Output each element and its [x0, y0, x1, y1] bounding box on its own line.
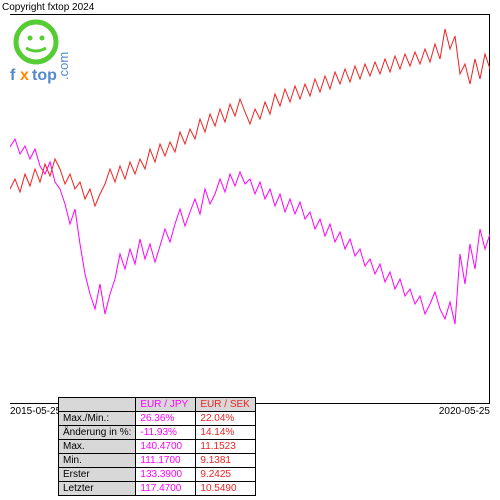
cell-series-1: EUR / JPY [136, 398, 196, 412]
cell-series-1: 117.4700 [136, 482, 196, 496]
row-label: Letzter [59, 482, 136, 496]
row-label: Max./Min.: [59, 412, 136, 426]
cell-series-1: 111.1700 [136, 454, 196, 468]
cell-series-2: 9.1381 [196, 454, 256, 468]
cell-series-2: 10.5490 [196, 482, 256, 496]
x-axis-start-label: 2015-05-25 [10, 406, 61, 417]
row-label: Max. [59, 440, 136, 454]
chart-lines [10, 14, 490, 404]
row-label: Min. [59, 454, 136, 468]
cell-series-2: 11.1523 [196, 440, 256, 454]
row-label: Erster [59, 468, 136, 482]
row-label [59, 398, 136, 412]
copyright-text: Copyright fxtop 2024 [2, 2, 94, 13]
cell-series-2: 22.04% [196, 412, 256, 426]
stats-table: EUR / JPYEUR / SEKMax./Min.:26.36%22.04%… [58, 397, 256, 496]
table-row: EUR / JPYEUR / SEK [59, 398, 256, 412]
table-row: Min.111.17009.1381 [59, 454, 256, 468]
cell-series-2: EUR / SEK [196, 398, 256, 412]
cell-series-2: 9.2425 [196, 468, 256, 482]
table-row: Letzter117.470010.5490 [59, 482, 256, 496]
cell-series-1: 26.36% [136, 412, 196, 426]
x-axis-end-label: 2020-05-25 [439, 406, 490, 417]
cell-series-1: 140.4700 [136, 440, 196, 454]
table-row: Max.140.470011.1523 [59, 440, 256, 454]
table-row: Änderung in %:-11.93%14.14% [59, 426, 256, 440]
cell-series-1: 133.3900 [136, 468, 196, 482]
row-label: Änderung in %: [59, 426, 136, 440]
cell-series-2: 14.14% [196, 426, 256, 440]
table-row: Erster133.39009.2425 [59, 468, 256, 482]
cell-series-1: -11.93% [136, 426, 196, 440]
table-row: Max./Min.:26.36%22.04% [59, 412, 256, 426]
